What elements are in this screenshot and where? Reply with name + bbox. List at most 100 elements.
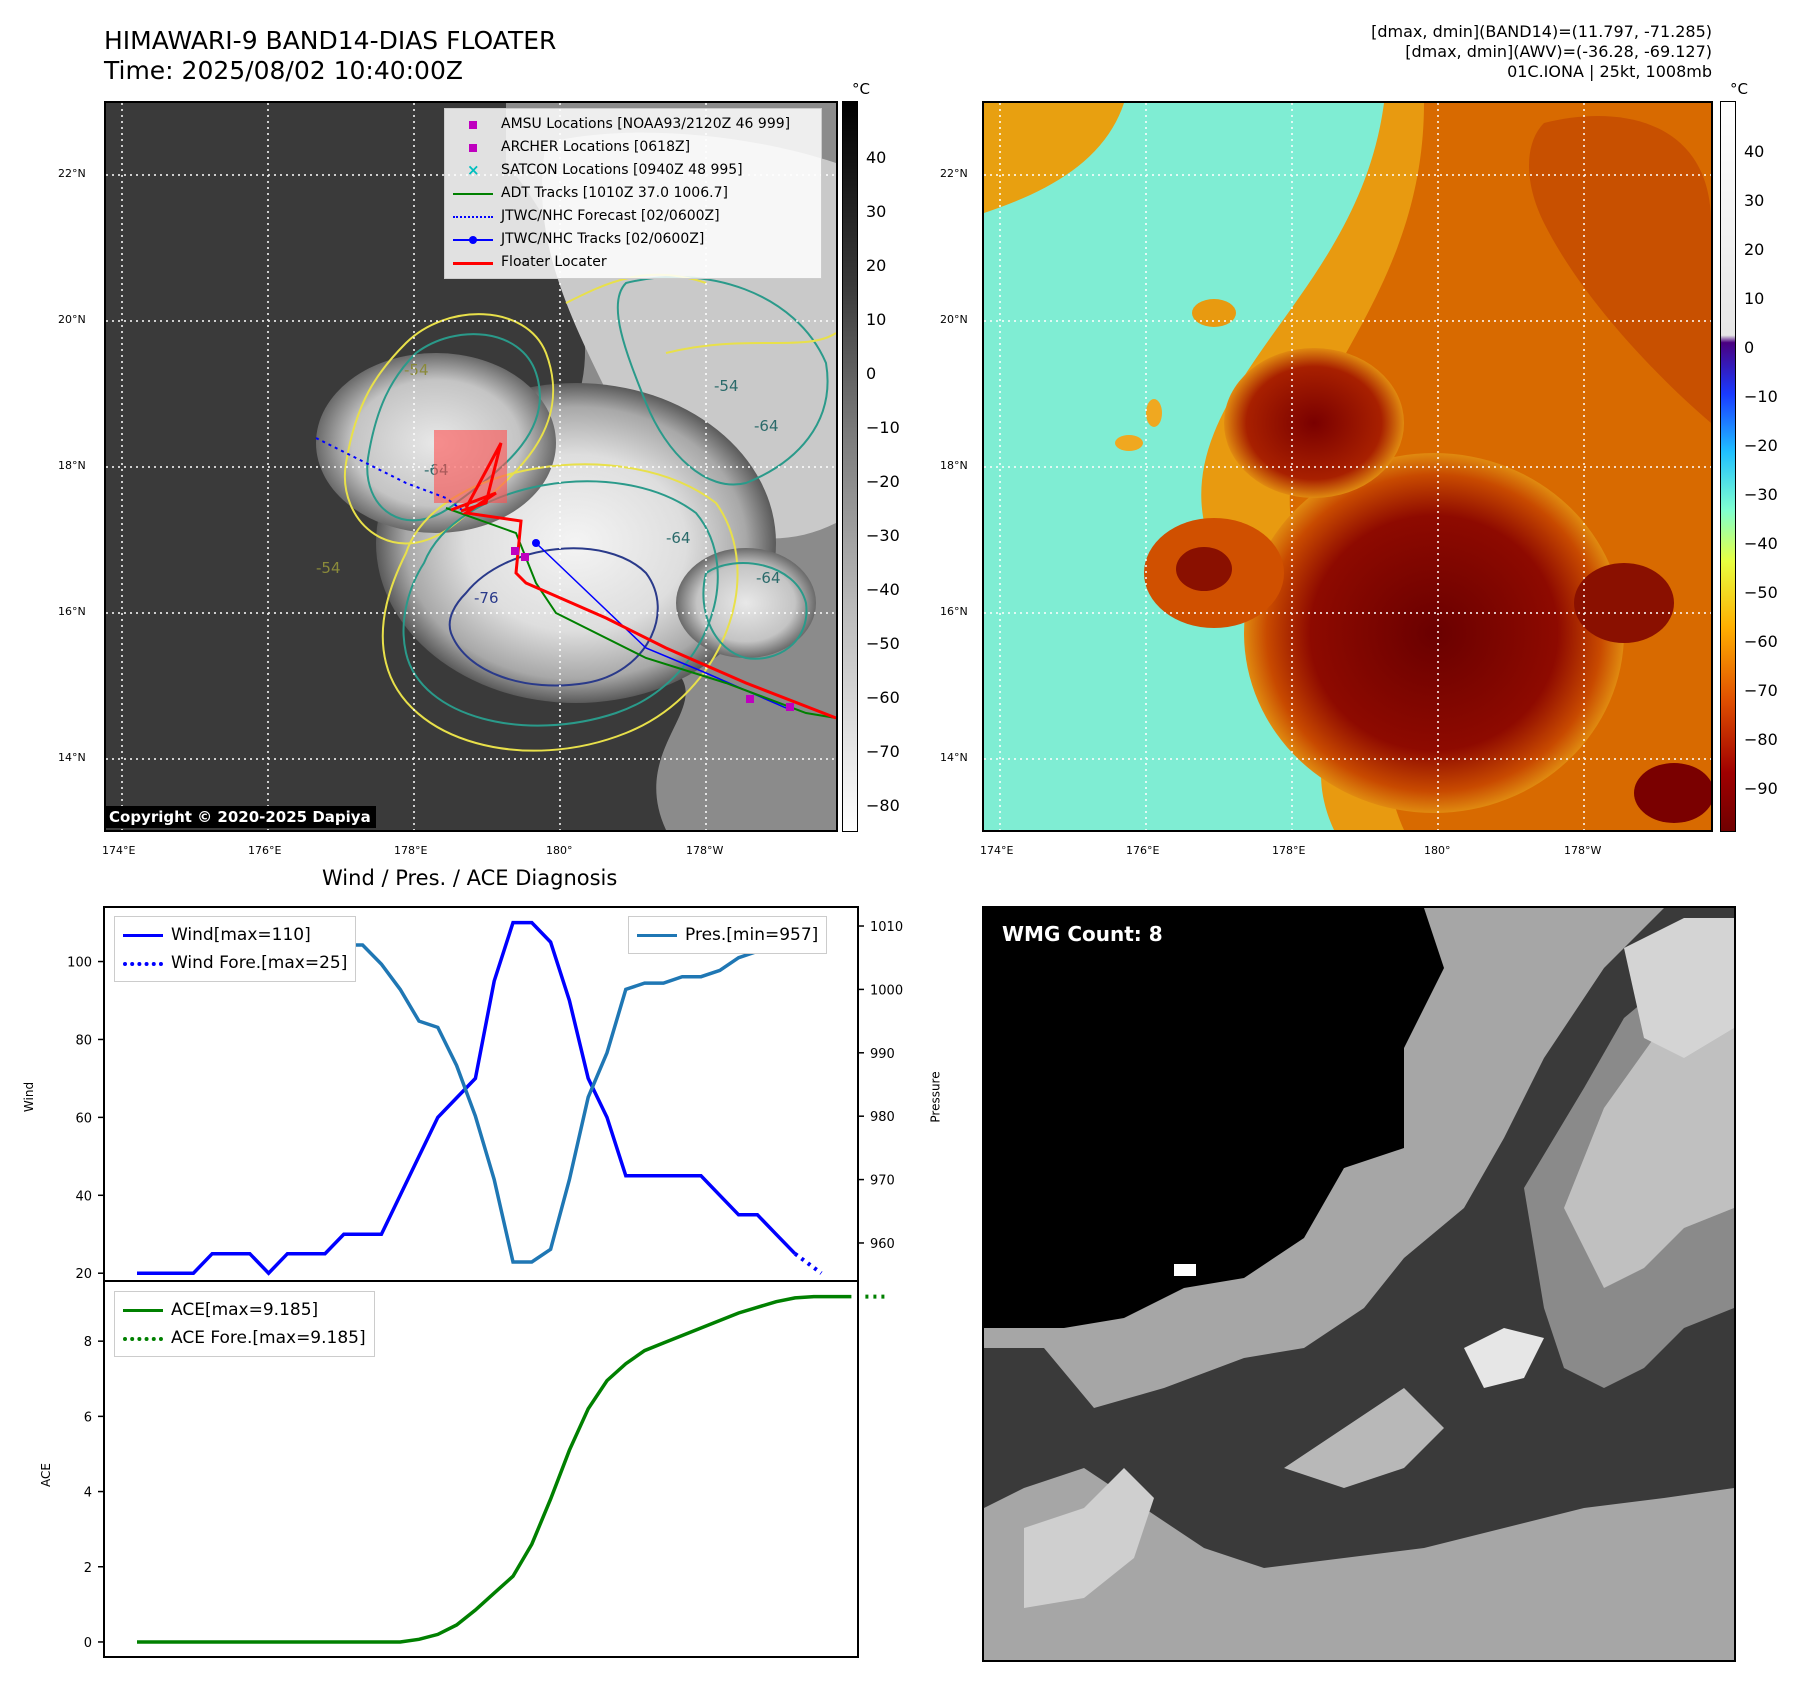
contour-label: -54 <box>316 559 341 577</box>
lat-label: 22°N <box>58 167 86 180</box>
legend-item: ACE Fore.[max=9.185] <box>123 1324 366 1352</box>
cb-tick: 0 <box>1744 338 1755 357</box>
square-marker-icon <box>453 118 493 132</box>
lon-label: 176°E <box>248 844 282 857</box>
legend-label: ACE Fore.[max=9.185] <box>171 1328 366 1348</box>
tick-label: 80 <box>75 1033 92 1048</box>
contour-label: -76 <box>474 589 499 607</box>
tick-label: 4 <box>84 1486 92 1501</box>
cb-tick: 10 <box>1744 289 1765 308</box>
enhanced-map-image <box>984 103 1711 830</box>
lon-label: 174°E <box>102 844 136 857</box>
legend-item: ACE[max=9.185] <box>123 1296 366 1324</box>
tick-label: 6 <box>84 1410 92 1425</box>
tick-label: 100 <box>67 956 92 971</box>
lat-label: 20°N <box>940 313 968 326</box>
wind-forecast-line <box>793 1252 823 1275</box>
lon-label: 178°E <box>394 844 428 857</box>
x-marker-icon: × <box>467 160 480 179</box>
cb-tick: −70 <box>866 742 900 761</box>
ace-axes-frame <box>103 1280 859 1658</box>
lat-label: 18°N <box>58 459 86 472</box>
storm-info: [dmax, dmin](BAND14)=(11.797, -71.285) [… <box>1371 22 1712 82</box>
tick-label: 0 <box>84 1636 92 1651</box>
lon-label: 174°E <box>980 844 1014 857</box>
cb-tick: −20 <box>866 472 900 491</box>
lon-label: 178°W <box>686 844 724 857</box>
line-icon <box>453 256 493 270</box>
cb-tick: 30 <box>1744 191 1765 210</box>
dotted-line-icon <box>123 1331 163 1345</box>
info-band14: [dmax, dmin](BAND14)=(11.797, -71.285) <box>1371 22 1712 41</box>
ace-axis-label: ACE <box>38 1463 53 1487</box>
contour-label: -54 <box>714 377 739 395</box>
cb-tick: 20 <box>866 256 887 275</box>
legend-label: ARCHER Locations [0618Z] <box>501 139 691 155</box>
title-satellite: HIMAWARI-9 BAND14-DIAS FLOATER <box>104 26 557 55</box>
tick-label: 990 <box>870 1047 895 1062</box>
legend-label: ADT Tracks [1010Z 37.0 1006.7] <box>501 185 728 201</box>
wmg-image <box>984 908 1734 1660</box>
dotted-line-icon <box>453 210 493 224</box>
lon-label: 178°E <box>1272 844 1306 857</box>
legend-item: Floater Locater <box>453 251 813 274</box>
dotted-line-icon <box>123 956 163 970</box>
legend-item: ARCHER Locations [0618Z] <box>453 136 813 159</box>
legend-label: Wind[max=110] <box>171 925 311 945</box>
copyright-label: Copyright © 2020-2025 Dapiya <box>104 806 376 828</box>
legend-label: JTWC/NHC Tracks [02/0600Z] <box>501 231 705 247</box>
cb-tick: −50 <box>866 634 900 653</box>
tick-label: 960 <box>870 1237 895 1252</box>
title-time: Time: 2025/08/02 10:40:00Z <box>104 56 463 85</box>
legend-label: SATCON Locations [0940Z 48 995] <box>501 162 743 178</box>
wind-legend: Wind[max=110] Wind Fore.[max=25] <box>114 916 357 982</box>
tick-label: 1010 <box>870 920 903 935</box>
tick-label: 980 <box>870 1110 895 1125</box>
tick-label: 8 <box>84 1335 92 1350</box>
legend-item: Wind[max=110] <box>123 921 347 949</box>
cb-tick: −50 <box>1744 583 1778 602</box>
lon-label: 180° <box>546 844 573 857</box>
tick-label: 60 <box>75 1111 92 1126</box>
legend-label: AMSU Locations [NOAA93/2120Z 46 999] <box>501 116 791 132</box>
legend-label: Wind Fore.[max=25] <box>171 953 348 973</box>
cb-tick: −10 <box>1744 387 1778 406</box>
cb-tick: −40 <box>866 580 900 599</box>
contour-label: -64 <box>756 569 781 587</box>
enhanced-colorbar-unit: °C <box>1730 80 1748 98</box>
diagnosis-title: Wind / Pres. / ACE Diagnosis <box>322 866 618 890</box>
line-icon <box>637 928 677 942</box>
cb-tick: −40 <box>1744 534 1778 553</box>
ir-colorbar-unit: °C <box>852 80 870 98</box>
cb-tick: 40 <box>866 148 887 167</box>
line-icon <box>123 928 163 942</box>
legend-label: Floater Locater <box>501 254 607 270</box>
legend-item: × SATCON Locations [0940Z 48 995] <box>453 159 813 182</box>
enhanced-map-panel <box>982 101 1713 832</box>
lat-label: 18°N <box>940 459 968 472</box>
line-icon <box>453 187 493 201</box>
cb-tick: 0 <box>866 364 877 383</box>
contour-label: -64 <box>666 529 691 547</box>
lon-label: 180° <box>1424 844 1451 857</box>
cb-tick: −90 <box>1744 779 1778 798</box>
contour-label: -54 <box>404 361 429 379</box>
info-awv: [dmax, dmin](AWV)=(-36.28, -69.127) <box>1405 42 1712 61</box>
contour-label: -64 <box>754 417 779 435</box>
legend-label: Pres.[min=957] <box>685 925 819 945</box>
ir-colorbar <box>842 101 858 832</box>
legend-item: Pres.[min=957] <box>637 921 818 949</box>
line-dot-icon <box>453 233 493 247</box>
cb-tick: 20 <box>1744 240 1765 259</box>
lat-label: 16°N <box>58 605 86 618</box>
figure-title: HIMAWARI-9 BAND14-DIAS FLOATER Time: 202… <box>104 26 556 86</box>
cb-tick: 10 <box>866 310 887 329</box>
wind-axis-label: Wind <box>22 1081 37 1113</box>
map-legend: AMSU Locations [NOAA93/2120Z 46 999] ARC… <box>444 108 822 279</box>
legend-item: ADT Tracks [1010Z 37.0 1006.7] <box>453 182 813 205</box>
lon-label: 176°E <box>1126 844 1160 857</box>
tick-label: 20 <box>75 1267 92 1282</box>
pressure-axis-label: Pressure <box>928 1071 943 1123</box>
enhanced-colorbar <box>1720 101 1736 832</box>
